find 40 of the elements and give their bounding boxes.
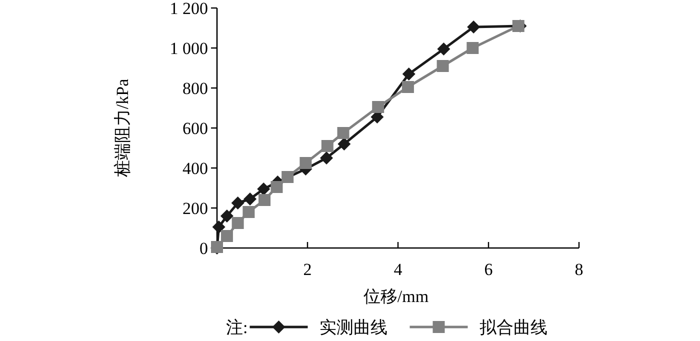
point: [436, 60, 449, 72]
point: [244, 192, 257, 206]
point: [402, 68, 416, 80]
point: [402, 81, 414, 93]
point: [220, 210, 234, 222]
point: [257, 182, 270, 196]
point: [270, 181, 283, 193]
point: [258, 194, 271, 206]
x-tick-label: 6: [484, 260, 493, 279]
point: [467, 20, 480, 34]
point: [300, 157, 312, 169]
y-tick-label: 0: [200, 239, 208, 258]
y-tick-label: 1 200: [170, 0, 208, 18]
legend-label: 实测曲线: [320, 318, 388, 337]
legend-label: 拟合曲线: [480, 318, 548, 337]
point: [212, 220, 226, 234]
y-tick-label: 1 000: [170, 39, 208, 58]
legend-title: 注:: [226, 318, 248, 337]
point: [512, 20, 524, 32]
y-axis-title: 桩端阻力/kPa: [113, 78, 132, 178]
point: [282, 171, 294, 183]
point: [466, 42, 479, 54]
x-axis-title: 位移/mm: [363, 287, 429, 306]
point: [338, 138, 351, 150]
y-tick-label: 600: [182, 119, 208, 138]
point: [437, 42, 450, 56]
point: [372, 101, 384, 113]
y-tick-label: 400: [182, 159, 208, 178]
point: [320, 152, 334, 164]
x-tick-label: 4: [394, 260, 403, 279]
point: [242, 206, 255, 218]
point: [337, 127, 350, 139]
y-tick-label: 200: [182, 199, 208, 218]
x-tick-label: 2: [303, 260, 312, 279]
point: [232, 217, 244, 229]
point: [321, 140, 334, 152]
point: [220, 230, 233, 242]
x-tick-label: 8: [574, 260, 584, 279]
y-tick-label: 800: [182, 79, 208, 98]
point: [231, 196, 244, 210]
